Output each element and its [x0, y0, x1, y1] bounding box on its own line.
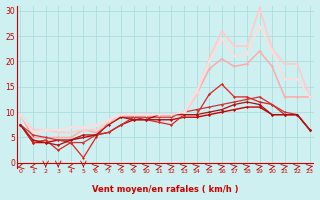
X-axis label: Vent moyen/en rafales ( km/h ): Vent moyen/en rafales ( km/h ) [92, 185, 238, 194]
